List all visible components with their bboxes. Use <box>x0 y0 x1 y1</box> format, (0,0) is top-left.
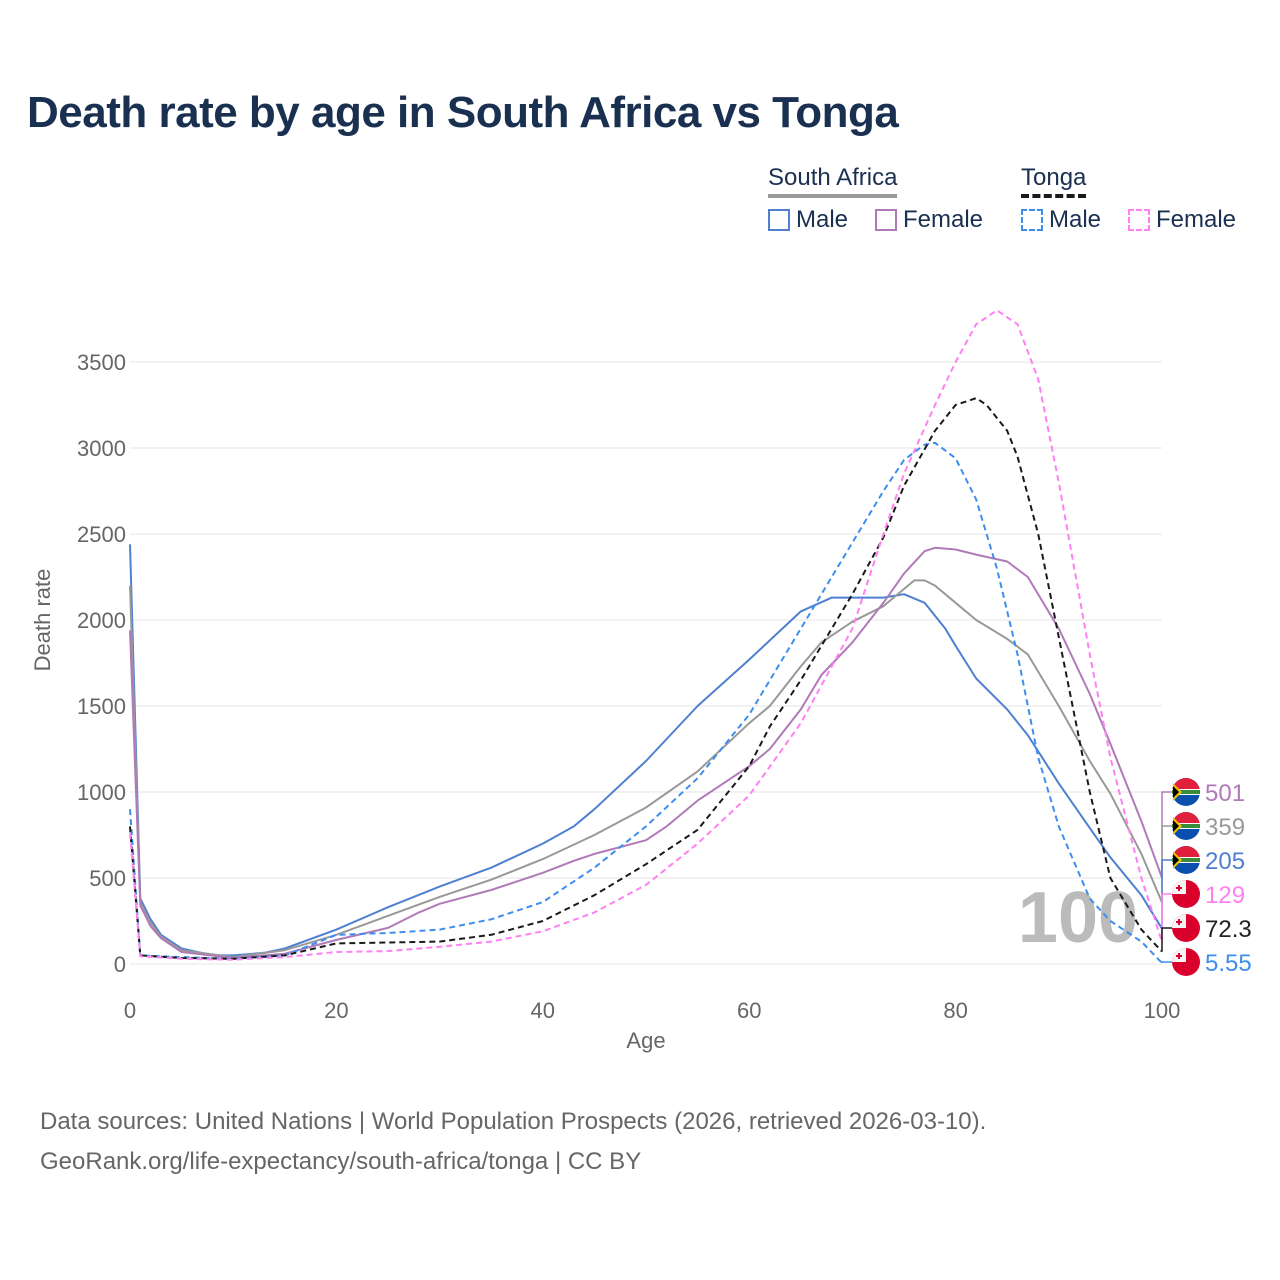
end-value-label: 5.55 <box>1205 950 1252 977</box>
flag-part <box>1176 919 1182 925</box>
y-tick-label: 3500 <box>77 350 126 375</box>
end-label-connector <box>1161 893 1172 942</box>
end-label-connector <box>1161 825 1172 903</box>
series-line-tonga-both <box>129 397 1163 960</box>
legend-swatch <box>768 209 790 231</box>
y-tick-label: 1500 <box>77 694 126 719</box>
end-value-label: 205 <box>1205 848 1245 875</box>
series-line-south-africa-both <box>129 579 1163 959</box>
legend-group-tonga: Tonga <box>1021 164 1087 198</box>
y-axis-label: Death rate <box>30 569 55 672</box>
chart-title: Death rate by age in South Africa vs Ton… <box>27 88 899 137</box>
flag-part <box>1172 778 1200 792</box>
watermark-year: 100 <box>1018 878 1138 958</box>
y-tick-label: 1000 <box>77 780 126 805</box>
footer-link[interactable]: GeoRank.org/life-expectancy/south-africa… <box>40 1148 642 1175</box>
legend-swatch <box>1128 209 1150 231</box>
legend-label: Female <box>903 206 984 233</box>
end-label-connector <box>1161 791 1172 878</box>
y-tick-label: 0 <box>114 952 126 977</box>
x-tick-label: 60 <box>737 998 761 1023</box>
flag-part <box>1172 858 1200 862</box>
y-tick-label: 2000 <box>77 608 126 633</box>
flag-part <box>1172 812 1200 826</box>
south-africa-flag-icon <box>1172 812 1200 840</box>
y-tick-label: 500 <box>89 866 126 891</box>
end-value-label: 129 <box>1205 882 1245 909</box>
end-value-label: 359 <box>1205 814 1245 841</box>
series-line-tonga-female <box>129 309 1163 961</box>
south-africa-flag-icon <box>1172 846 1200 874</box>
series-line-tonga-male <box>129 441 1163 964</box>
x-tick-label: 100 <box>1144 998 1181 1023</box>
end-label-connector <box>1161 961 1172 964</box>
series-line-south-africa-male <box>129 544 1163 957</box>
flag-part <box>1173 820 1179 832</box>
flag-part <box>1173 786 1179 798</box>
end-label-connector <box>1161 927 1172 952</box>
legend-swatch <box>875 209 897 231</box>
legend-item-south-africa-male[interactable]: Male <box>768 206 848 234</box>
x-tick-label: 40 <box>531 998 555 1023</box>
footer-sources: Data sources: United Nations | World Pop… <box>40 1108 987 1135</box>
south-africa-flag-icon <box>1172 778 1200 806</box>
legend-group-south-africa: South Africa <box>768 164 898 198</box>
tonga-flag-icon <box>1172 948 1200 976</box>
x-tick-label: 80 <box>943 998 967 1023</box>
y-tick-label: 2500 <box>77 522 126 547</box>
flag-part <box>1172 846 1200 860</box>
tonga-flag-icon <box>1172 880 1200 908</box>
flag-part <box>1173 854 1179 866</box>
legend-swatch <box>1021 209 1043 231</box>
x-tick-label: 0 <box>124 998 136 1023</box>
flag-part <box>1176 953 1182 959</box>
legend-label: Male <box>796 206 849 233</box>
legend-item-tonga-male[interactable]: Male <box>1021 206 1101 234</box>
tonga-flag-icon <box>1172 914 1200 942</box>
flag-part <box>1172 824 1200 828</box>
legend-item-south-africa-female[interactable]: Female <box>875 206 983 234</box>
legend-item-tonga-female[interactable]: Female <box>1128 206 1236 234</box>
flag-part <box>1176 885 1182 891</box>
x-tick-label: 20 <box>324 998 348 1023</box>
end-value-label: 501 <box>1205 780 1245 807</box>
legend-label: Male <box>1049 206 1102 233</box>
legend-label: Female <box>1156 206 1237 233</box>
x-axis-label: Age <box>626 1028 665 1053</box>
y-tick-label: 3000 <box>77 436 126 461</box>
end-value-label: 72.3 <box>1205 916 1252 943</box>
series-line-south-africa-female <box>129 546 1163 959</box>
flag-part <box>1172 790 1200 794</box>
